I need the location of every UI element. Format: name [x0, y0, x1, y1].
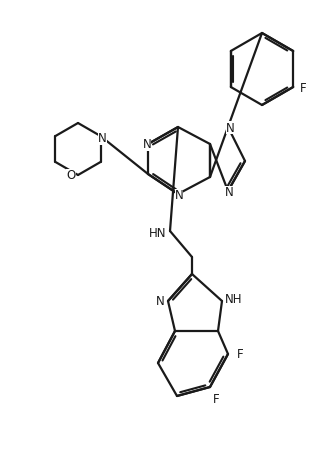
Text: HN: HN: [149, 227, 167, 240]
Text: NH: NH: [225, 293, 243, 306]
Text: O: O: [66, 169, 76, 182]
Text: F: F: [300, 81, 307, 94]
Text: N: N: [98, 132, 107, 145]
Text: F: F: [213, 393, 219, 406]
Text: N: N: [226, 121, 234, 134]
Text: F: F: [237, 348, 243, 361]
Text: N: N: [225, 186, 233, 199]
Text: N: N: [143, 138, 151, 151]
Text: N: N: [175, 189, 183, 202]
Text: N: N: [156, 295, 164, 308]
